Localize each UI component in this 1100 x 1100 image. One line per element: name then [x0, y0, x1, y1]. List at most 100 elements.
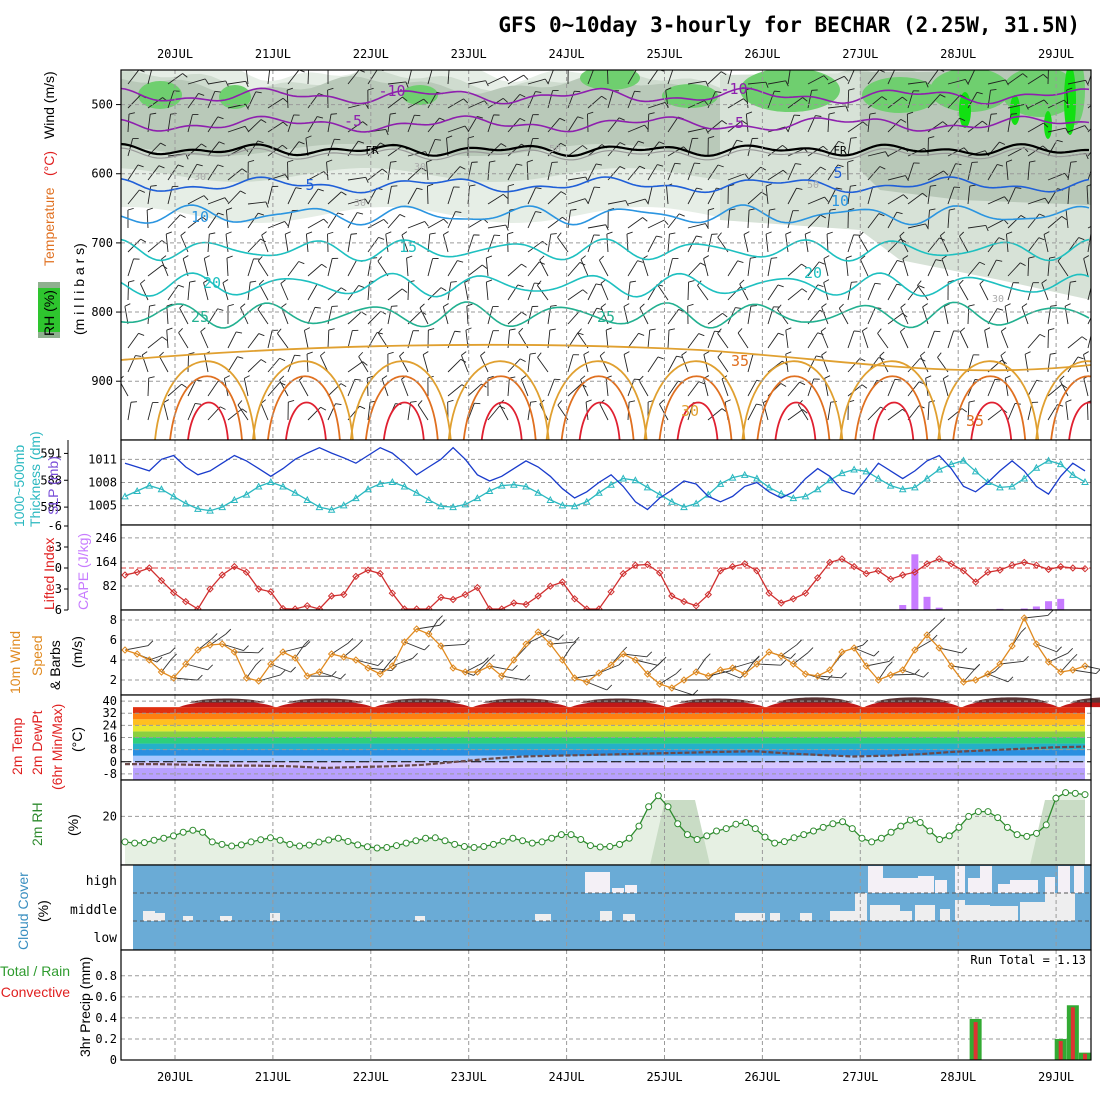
wind-barb-feather	[521, 375, 527, 380]
wind10-speed-point	[498, 672, 506, 680]
temp-tick-label: 8	[110, 743, 117, 757]
wind10-speed-point	[340, 653, 348, 661]
wind-barb-feather	[219, 406, 226, 410]
wind10-speed-point	[741, 670, 749, 678]
wind-barb-feather	[782, 144, 788, 150]
temp-max-hump-top	[1070, 697, 1100, 703]
rh-shade-blob	[930, 70, 1010, 112]
wind-barb-feather	[816, 355, 823, 358]
wind-barb-feather	[287, 159, 294, 163]
wind-barb	[447, 384, 463, 397]
wind10-barb	[671, 687, 694, 696]
wind-barb-feather	[879, 166, 886, 170]
temp-band	[133, 707, 1085, 714]
wind10-barb	[878, 666, 888, 681]
wind-barb	[687, 138, 693, 157]
wind-barb-feather	[823, 75, 829, 81]
wind10-barb-feather	[544, 629, 550, 636]
cloud-bar-middle	[1020, 902, 1045, 921]
wind10-speed-point	[242, 674, 251, 682]
wind-barb-feather	[218, 141, 225, 145]
wind-barb	[823, 258, 829, 277]
wind-barb-feather	[350, 233, 358, 235]
wind-barb-feather	[298, 261, 305, 265]
temp-max-hump	[472, 701, 569, 708]
wind-barb	[687, 223, 706, 229]
wind-barb	[647, 113, 650, 133]
wind-barb-feather	[996, 259, 1003, 262]
wind10-barb	[477, 659, 490, 673]
thickness-point	[388, 478, 397, 486]
rh2m-point	[247, 838, 255, 846]
wind10-speed-point	[996, 660, 1004, 668]
wind-barb	[1007, 187, 1016, 205]
wind-barb-feather	[474, 402, 481, 405]
rh2m-point	[393, 842, 401, 850]
date-label-bottom: 24JUL	[549, 1070, 585, 1084]
wind10-speed-point	[254, 677, 263, 685]
pressure-tick-label: 600	[91, 167, 113, 181]
wind-barb-feather	[637, 260, 644, 263]
lifted-index-point	[218, 571, 226, 579]
wind-barb-feather	[656, 235, 663, 238]
wind-barb	[717, 333, 729, 349]
isotherm-35	[364, 375, 439, 440]
wind-barb	[327, 191, 342, 205]
wind-barb-feather	[629, 280, 637, 283]
wind-barb-feather	[925, 223, 929, 230]
thickness-point	[680, 503, 688, 511]
wind-barb-feather	[257, 304, 263, 310]
wind-barb	[467, 234, 474, 253]
temp-band	[133, 755, 1085, 762]
wind-barb-feather	[200, 327, 206, 332]
wind10-barb	[331, 643, 349, 655]
wind-barb	[307, 188, 319, 205]
wind-barb	[987, 90, 991, 109]
wind-barb	[1027, 334, 1041, 349]
wind10-barb-feather	[826, 674, 833, 681]
wind-barb-feather	[724, 399, 731, 403]
lifted-index-point	[133, 568, 141, 576]
wind-barb-feather	[423, 98, 429, 104]
dewpoint-line	[125, 745, 1086, 770]
temp-tick-label: 16	[103, 731, 117, 745]
wind10-speed-point	[461, 668, 469, 676]
wind-barb	[147, 402, 153, 421]
rh2m-point	[315, 838, 323, 846]
cloud-bar-high	[883, 878, 893, 893]
wind-barb-feather	[990, 113, 998, 115]
isotherm-label: 10	[191, 208, 209, 226]
wind-barb	[967, 224, 986, 229]
wind-barb-feather	[1042, 145, 1048, 151]
wind-barb-feather	[1043, 99, 1049, 105]
thickness-point	[291, 488, 299, 496]
wind-barb	[1005, 162, 1009, 181]
wind-barb-feather	[284, 221, 289, 227]
wind10-barb-feather	[887, 661, 893, 667]
wind-barb-feather	[858, 231, 864, 237]
wind-barb-feather	[1096, 308, 1100, 309]
wind-barb	[267, 97, 284, 109]
wind-barb	[187, 403, 196, 421]
thickness-point	[218, 503, 227, 511]
lifted-index-point	[169, 588, 178, 597]
wind-barb-feather	[334, 138, 341, 141]
isotherms	[121, 87, 1091, 440]
wind-barb-feather	[795, 163, 802, 165]
rh2m-point	[325, 836, 333, 844]
wind-barb-feather	[777, 304, 782, 310]
wind10-barb-feather	[1071, 653, 1078, 660]
wind-barb-feather	[750, 305, 757, 307]
wind10-barb-feather	[570, 641, 577, 647]
wind-barb-feather	[203, 195, 209, 201]
rh2m-point	[441, 837, 449, 845]
wind-barb-feather	[1049, 256, 1056, 259]
rh2m-point	[509, 834, 517, 842]
wind10-speed-point	[473, 668, 482, 676]
rh2m-point	[480, 843, 488, 851]
lifted-index-point	[704, 590, 712, 599]
wind-barb	[787, 409, 803, 421]
wind-barb-feather	[878, 213, 885, 217]
wind-barb-feather	[279, 357, 286, 362]
thickness-point	[303, 495, 312, 503]
